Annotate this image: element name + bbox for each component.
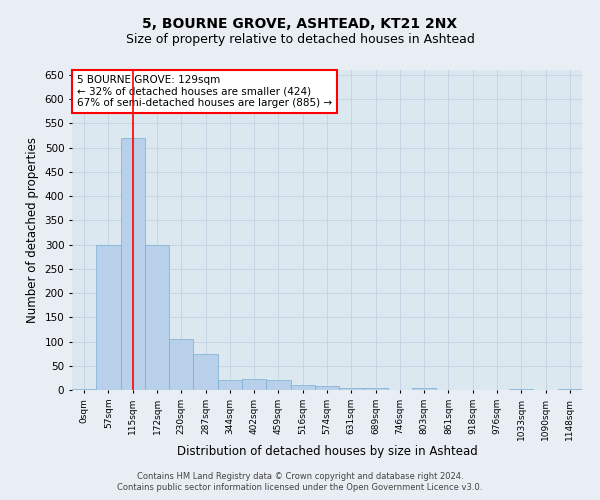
Text: Size of property relative to detached houses in Ashtead: Size of property relative to detached ho… [125, 32, 475, 46]
Bar [315, 386, 339, 390]
Text: 5 BOURNE GROVE: 129sqm
← 32% of detached houses are smaller (424)
67% of semi-de: 5 BOURNE GROVE: 129sqm ← 32% of detached… [77, 75, 332, 108]
Bar [169, 339, 193, 390]
Y-axis label: Number of detached properties: Number of detached properties [26, 137, 39, 323]
Bar [266, 380, 290, 390]
Bar [96, 244, 121, 390]
Bar [509, 388, 533, 390]
Bar [412, 388, 436, 390]
Bar [364, 388, 388, 390]
Bar [72, 388, 96, 390]
Bar [218, 380, 242, 390]
Bar [193, 354, 218, 390]
X-axis label: Distribution of detached houses by size in Ashtead: Distribution of detached houses by size … [176, 446, 478, 458]
Bar [121, 138, 145, 390]
Bar [242, 380, 266, 390]
Bar [290, 385, 315, 390]
Bar [558, 388, 582, 390]
Text: Contains HM Land Registry data © Crown copyright and database right 2024.: Contains HM Land Registry data © Crown c… [137, 472, 463, 481]
Bar [339, 388, 364, 390]
Text: 5, BOURNE GROVE, ASHTEAD, KT21 2NX: 5, BOURNE GROVE, ASHTEAD, KT21 2NX [142, 18, 458, 32]
Text: Contains public sector information licensed under the Open Government Licence v3: Contains public sector information licen… [118, 484, 482, 492]
Bar [145, 244, 169, 390]
